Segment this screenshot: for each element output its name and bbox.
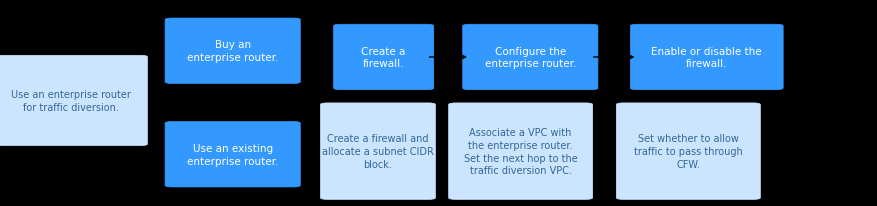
Text: Associate a VPC with
the enterprise router.
Set the next hop to the
traffic dive: Associate a VPC with the enterprise rout… — [463, 127, 577, 176]
Text: Create a firewall and
allocate a subnet CIDR
block.: Create a firewall and allocate a subnet … — [322, 134, 433, 169]
FancyBboxPatch shape — [320, 103, 435, 199]
Text: Use an enterprise router
for traffic diversion.: Use an enterprise router for traffic div… — [11, 90, 131, 112]
FancyBboxPatch shape — [0, 56, 147, 146]
FancyBboxPatch shape — [333, 25, 433, 90]
Text: Enable or disable the
firewall.: Enable or disable the firewall. — [651, 46, 761, 69]
FancyBboxPatch shape — [462, 25, 597, 90]
FancyBboxPatch shape — [165, 122, 300, 187]
Text: Set whether to allow
traffic to pass through
CFW.: Set whether to allow traffic to pass thr… — [633, 134, 742, 169]
Text: Configure the
enterprise router.: Configure the enterprise router. — [484, 46, 575, 69]
FancyBboxPatch shape — [448, 103, 592, 199]
Text: Use an existing
enterprise router.: Use an existing enterprise router. — [187, 143, 278, 166]
FancyBboxPatch shape — [630, 25, 782, 90]
FancyBboxPatch shape — [165, 19, 300, 84]
Text: Create a
firewall.: Create a firewall. — [361, 46, 405, 69]
FancyBboxPatch shape — [616, 103, 759, 199]
Text: Buy an
enterprise router.: Buy an enterprise router. — [187, 40, 278, 63]
